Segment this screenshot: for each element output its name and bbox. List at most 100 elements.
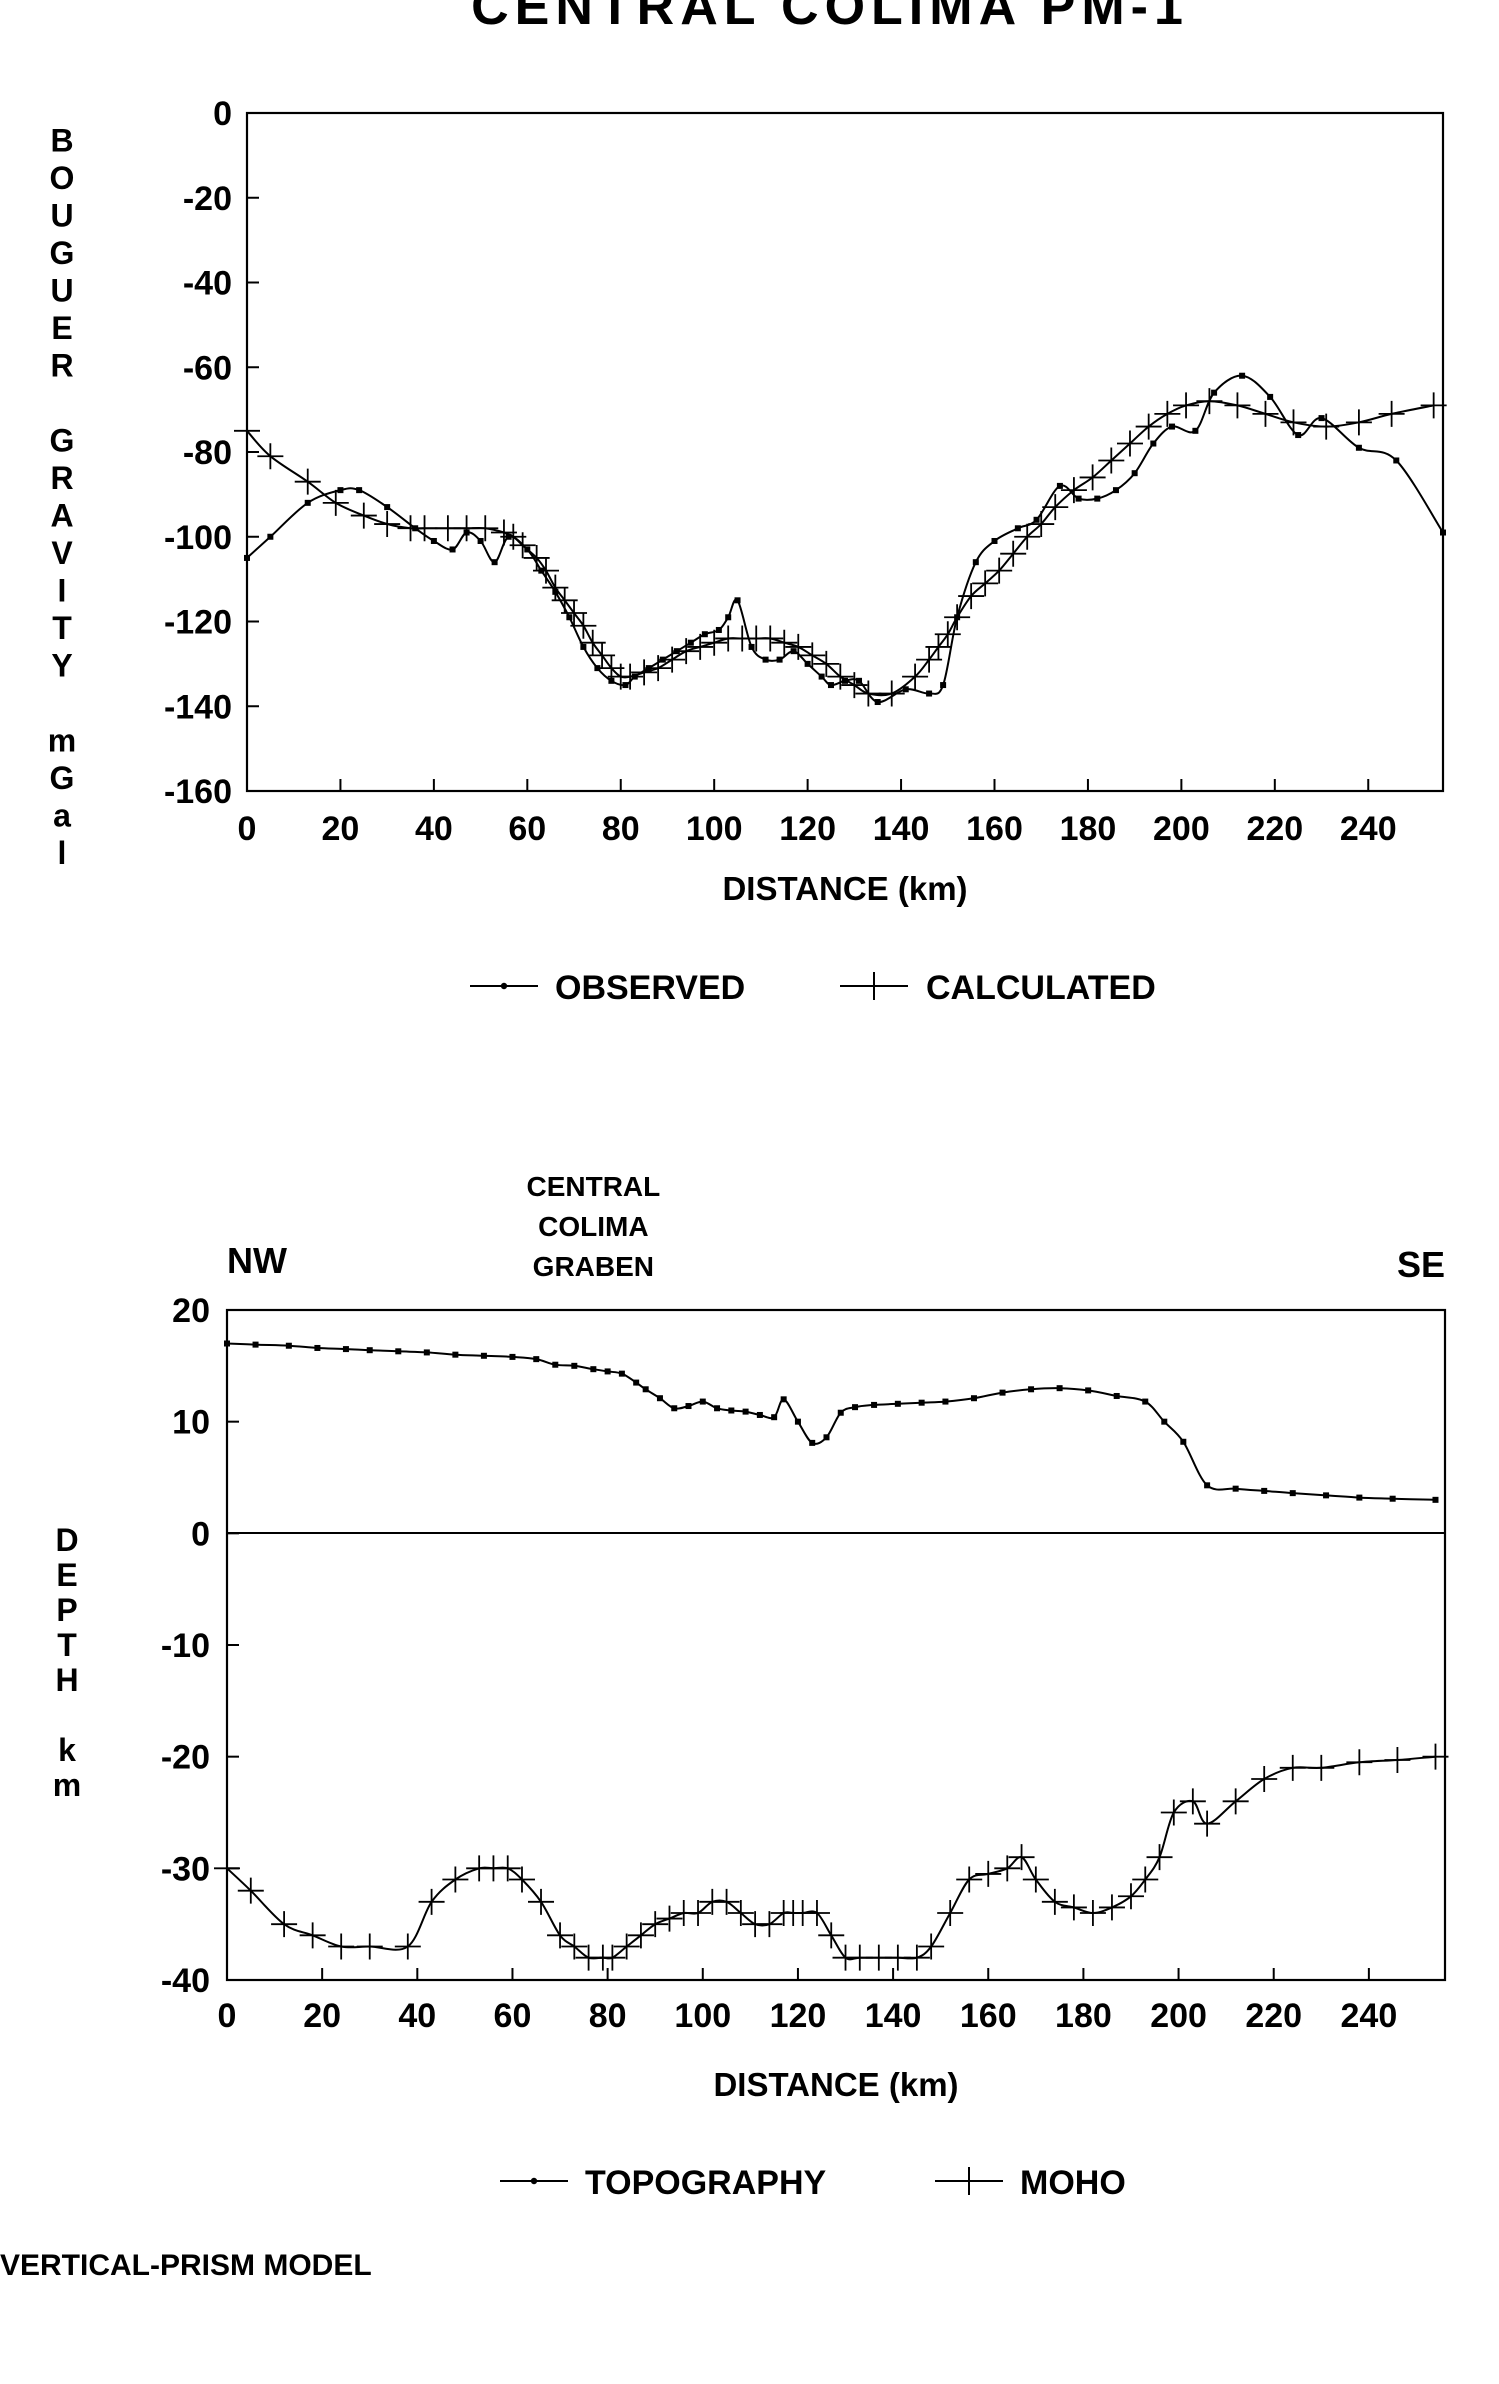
calculated-point: [878, 680, 905, 707]
topography-point: [894, 1400, 901, 1407]
observed-point: [715, 626, 722, 633]
observed-point: [725, 614, 732, 621]
moho-point: [561, 1933, 588, 1960]
moho-point: [1022, 1866, 1049, 1893]
topography-point: [1356, 1494, 1363, 1501]
topography-point: [918, 1399, 925, 1406]
topography-point: [1161, 1418, 1168, 1425]
observed-point: [804, 660, 811, 667]
calculated-point: [374, 511, 401, 538]
moho-point: [1346, 1749, 1373, 1776]
observed-point: [566, 614, 573, 621]
gravity-x-tick-label: 100: [686, 810, 743, 848]
gravity-x-tick-label: 20: [322, 810, 360, 848]
moho-point: [394, 1933, 421, 1960]
observed-point: [1211, 389, 1218, 396]
depth-x-tick-label: 20: [303, 1997, 341, 2035]
observed-point: [356, 487, 363, 494]
depth-y-tick-label: -40: [161, 1962, 210, 2000]
gravity-y-ticks: 0 -20 -40 -60 -80 -100 -120 -140 -160: [164, 95, 259, 811]
topography-point: [423, 1349, 430, 1356]
gravity-y-label-letter: R: [50, 348, 73, 384]
calculated-point: [234, 417, 260, 444]
gravity-x-tick-label: 240: [1340, 810, 1397, 848]
depth-series: [214, 1340, 1449, 1971]
gravity-y-label-letter: U: [50, 198, 73, 234]
gravity-x-tick-label: 80: [602, 810, 640, 848]
topography-point: [852, 1404, 859, 1411]
gravity-y-label-letter: U: [50, 273, 73, 309]
calculated-point: [1116, 430, 1143, 457]
moho-point: [818, 1922, 845, 1949]
topography-point: [871, 1401, 878, 1408]
topography-point: [1204, 1482, 1211, 1489]
moho-point: [328, 1933, 355, 1960]
figure-caption: VERTICAL-PRISM MODEL: [0, 2249, 372, 2282]
topography-point: [285, 1342, 292, 1349]
legend-observed-label: OBSERVED: [555, 969, 745, 1007]
topography-point: [1323, 1492, 1330, 1499]
depth-plot-frame: [225, 1308, 1447, 1982]
observed-point: [491, 559, 498, 566]
observed-point: [1150, 440, 1157, 447]
moho-point: [599, 1944, 626, 1971]
graben-label-line: GRABEN: [533, 1251, 654, 1282]
moho-point: [508, 1866, 535, 1893]
depth-y-tick-label: -10: [161, 1627, 210, 1665]
depth-x-tick-label: 220: [1245, 1997, 1302, 2035]
topography-point: [728, 1407, 735, 1414]
depth-x-tick-label: 180: [1055, 1997, 1112, 2035]
observed-point: [1239, 372, 1246, 379]
topography-point: [509, 1353, 516, 1360]
topography-point: [656, 1395, 663, 1402]
topography-point: [1056, 1385, 1063, 1392]
gravity-y-label-letter: G: [50, 235, 75, 271]
moho-point: [1422, 1743, 1449, 1770]
observed-point: [701, 631, 708, 638]
gravity-y-label-letter: A: [50, 498, 73, 534]
topography-point: [794, 1418, 801, 1425]
calculated-point: [1042, 494, 1069, 521]
observed-point: [1131, 470, 1138, 477]
moho-point: [1079, 1900, 1106, 1926]
moho-point: [1384, 1747, 1411, 1774]
gravity-y-label-letter: O: [50, 160, 75, 196]
observed-point: [790, 648, 797, 655]
moho-point: [1194, 1810, 1221, 1837]
topography-point: [970, 1395, 977, 1402]
moho-point: [1132, 1866, 1159, 1893]
observed-point: [762, 656, 769, 663]
calculated-point: [855, 680, 882, 707]
observed-point: [1355, 444, 1362, 451]
calculated-point: [1173, 392, 1200, 419]
moho-point: [975, 1860, 1002, 1887]
topography-point: [671, 1405, 678, 1412]
gravity-chart-title: CENTRAL COLIMA PM-1: [471, 0, 1189, 36]
topography-point: [685, 1403, 692, 1410]
gravity-y-tick-label: -80: [183, 434, 232, 472]
calculated-point: [827, 663, 854, 690]
observed-point: [926, 690, 933, 697]
depth-x-tick-label: 60: [494, 1997, 532, 2035]
moho-point: [756, 1911, 783, 1938]
moho-point: [214, 1855, 240, 1882]
gravity-y-label-letter: m: [48, 723, 76, 759]
gravity-x-tick-label: 200: [1153, 810, 1210, 848]
observed-point: [244, 554, 250, 561]
calculated-point: [472, 515, 499, 542]
observed-point: [594, 665, 601, 672]
observed-point: [748, 643, 755, 650]
calculated-point: [944, 604, 971, 631]
observed-point: [1440, 529, 1446, 536]
calculated-point: [570, 612, 597, 639]
moho-point: [1222, 1788, 1249, 1815]
moho-point: [713, 1888, 740, 1915]
moho-point: [1098, 1894, 1125, 1921]
calculated-point: [673, 638, 700, 665]
moho-point: [727, 1900, 754, 1926]
topography-point: [1261, 1487, 1268, 1494]
topography-point: [780, 1396, 787, 1403]
